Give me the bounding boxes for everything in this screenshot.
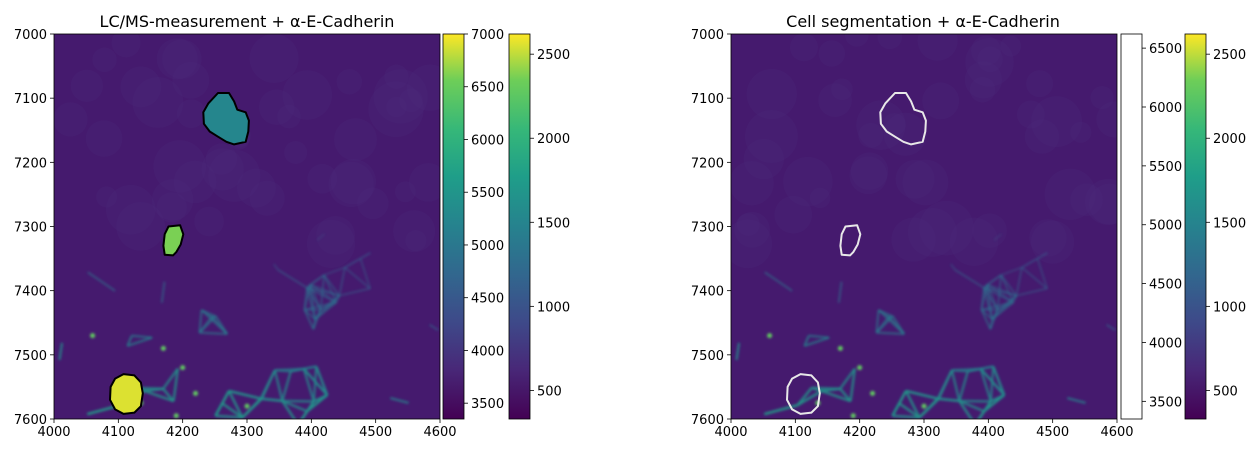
colorbar-tick-label: 500: [537, 384, 562, 399]
y-tick-label: 7400: [14, 285, 47, 300]
x-tick-label: 4200: [166, 425, 199, 440]
x-tick-label: 4300: [230, 425, 263, 440]
colorbar-segmentation: 3500 4000 4500 5000 5500 6000 6500: [1120, 33, 1182, 420]
colorbar-tick-label: 6500: [1149, 42, 1182, 57]
colorbar-tick-label: 1000: [537, 300, 570, 315]
x-tick-label: 4300: [907, 425, 940, 440]
cell-region-2: [109, 373, 144, 415]
colorbar-tick-label: 6500: [471, 81, 504, 96]
x-tick-label: 4400: [972, 425, 1005, 440]
heatmap-texture: [731, 34, 1117, 269]
colorbar-tick-label: 7000: [471, 28, 504, 43]
colorbar-tick-label: 2000: [537, 132, 570, 147]
y-axis: 7000 7100 7200 7300 7400 7500 7600: [691, 28, 731, 428]
y-tick-label: 7600: [691, 413, 724, 428]
y-tick-label: 7200: [691, 156, 724, 171]
heatmap-background: [731, 34, 1117, 419]
heatmap-texture: [54, 34, 440, 268]
colorbar-tick-label: 6000: [471, 133, 504, 148]
plot-area: [53, 33, 441, 420]
colorbar-tick-label: 2000: [1213, 132, 1246, 147]
cell-region-0: [202, 92, 250, 146]
y-axis: 7000 7100 7200 7300 7400 7500 7600: [14, 28, 54, 428]
colorbar-tick-label: 4500: [471, 292, 504, 307]
y-tick-label: 7000: [691, 28, 724, 43]
panel-segmentation: Cell segmentation + α-E-Cadherin 4000 410…: [691, 12, 1246, 440]
y-tick-label: 7500: [14, 349, 47, 364]
y-tick-label: 7500: [691, 349, 724, 364]
colorbar-lcms: 3500 4000 4500 5000 5500 6000 6500 7000: [442, 28, 504, 420]
colorbar-gradient: [1120, 33, 1143, 420]
chart-title: LC/MS-measurement + α-E-Cadherin: [100, 12, 395, 31]
cell-region-0: [879, 92, 927, 146]
x-tick-label: 4000: [37, 425, 70, 440]
cell-region-1: [162, 224, 185, 257]
x-tick-label: 4400: [295, 425, 328, 440]
colorbar-tick-label: 2500: [1213, 48, 1246, 63]
y-tick-label: 7100: [14, 92, 47, 107]
colorbar-cadherin: 500 1000 1500 2000 2500: [508, 33, 570, 420]
colorbar-tick-label: 5000: [1149, 219, 1182, 234]
colorbar-gradient: [442, 33, 465, 420]
colorbar-tick-label: 5500: [1149, 160, 1182, 175]
cell-region-2: [786, 373, 821, 415]
colorbar-tick-label: 5000: [471, 239, 504, 254]
x-tick-label: 4100: [779, 425, 812, 440]
cell-regions: [109, 92, 250, 415]
chart-title: Cell segmentation + α-E-Cadherin: [786, 12, 1060, 31]
x-axis: 4000 4100 4200 4300 4400 4500 4600: [714, 419, 1134, 440]
heatmap-background: [54, 34, 440, 419]
colorbar-tick-label: 6000: [1149, 101, 1182, 116]
x-tick-label: 4600: [423, 425, 456, 440]
cell-region-1: [839, 224, 862, 257]
colorbar-tick-label: 5500: [471, 186, 504, 201]
y-tick-label: 7400: [691, 285, 724, 300]
colorbar-gradient: [508, 33, 531, 420]
panel-lcms: LC/MS-measurement + α-E-Cadherin 4000 410…: [14, 12, 570, 440]
y-tick-label: 7300: [14, 221, 47, 236]
colorbar-gradient: [1184, 33, 1207, 420]
x-tick-label: 4500: [359, 425, 392, 440]
x-tick-label: 4600: [1100, 425, 1133, 440]
y-tick-label: 7100: [691, 92, 724, 107]
colorbar-tick-label: 1000: [1213, 300, 1246, 315]
colorbar-tick-label: 4500: [1149, 278, 1182, 293]
y-tick-label: 7300: [691, 221, 724, 236]
membrane-network: [735, 233, 1116, 419]
x-tick-label: 4200: [843, 425, 876, 440]
colorbar-cadherin: 500 1000 1500 2000 2500: [1184, 33, 1246, 420]
y-tick-label: 7600: [14, 413, 47, 428]
colorbar-tick-label: 3500: [471, 397, 504, 412]
y-tick-label: 7200: [14, 156, 47, 171]
x-tick-label: 4000: [714, 425, 747, 440]
colorbar-tick-label: 4000: [1149, 336, 1182, 351]
colorbar-tick-label: 4000: [471, 344, 504, 359]
colorbar-tick-label: 500: [1213, 384, 1238, 399]
colorbar-tick-label: 3500: [1149, 395, 1182, 410]
x-tick-label: 4100: [102, 425, 135, 440]
colorbar-tick-label: 2500: [537, 48, 570, 63]
plot-area: [730, 33, 1118, 420]
x-tick-label: 4500: [1036, 425, 1069, 440]
y-tick-label: 7000: [14, 28, 47, 43]
colorbar-tick-label: 1500: [537, 216, 570, 231]
x-axis: 4000 4100 4200 4300 4400 4500 4600: [37, 419, 457, 440]
colorbar-tick-label: 1500: [1213, 216, 1246, 231]
cell-regions: [786, 92, 927, 415]
